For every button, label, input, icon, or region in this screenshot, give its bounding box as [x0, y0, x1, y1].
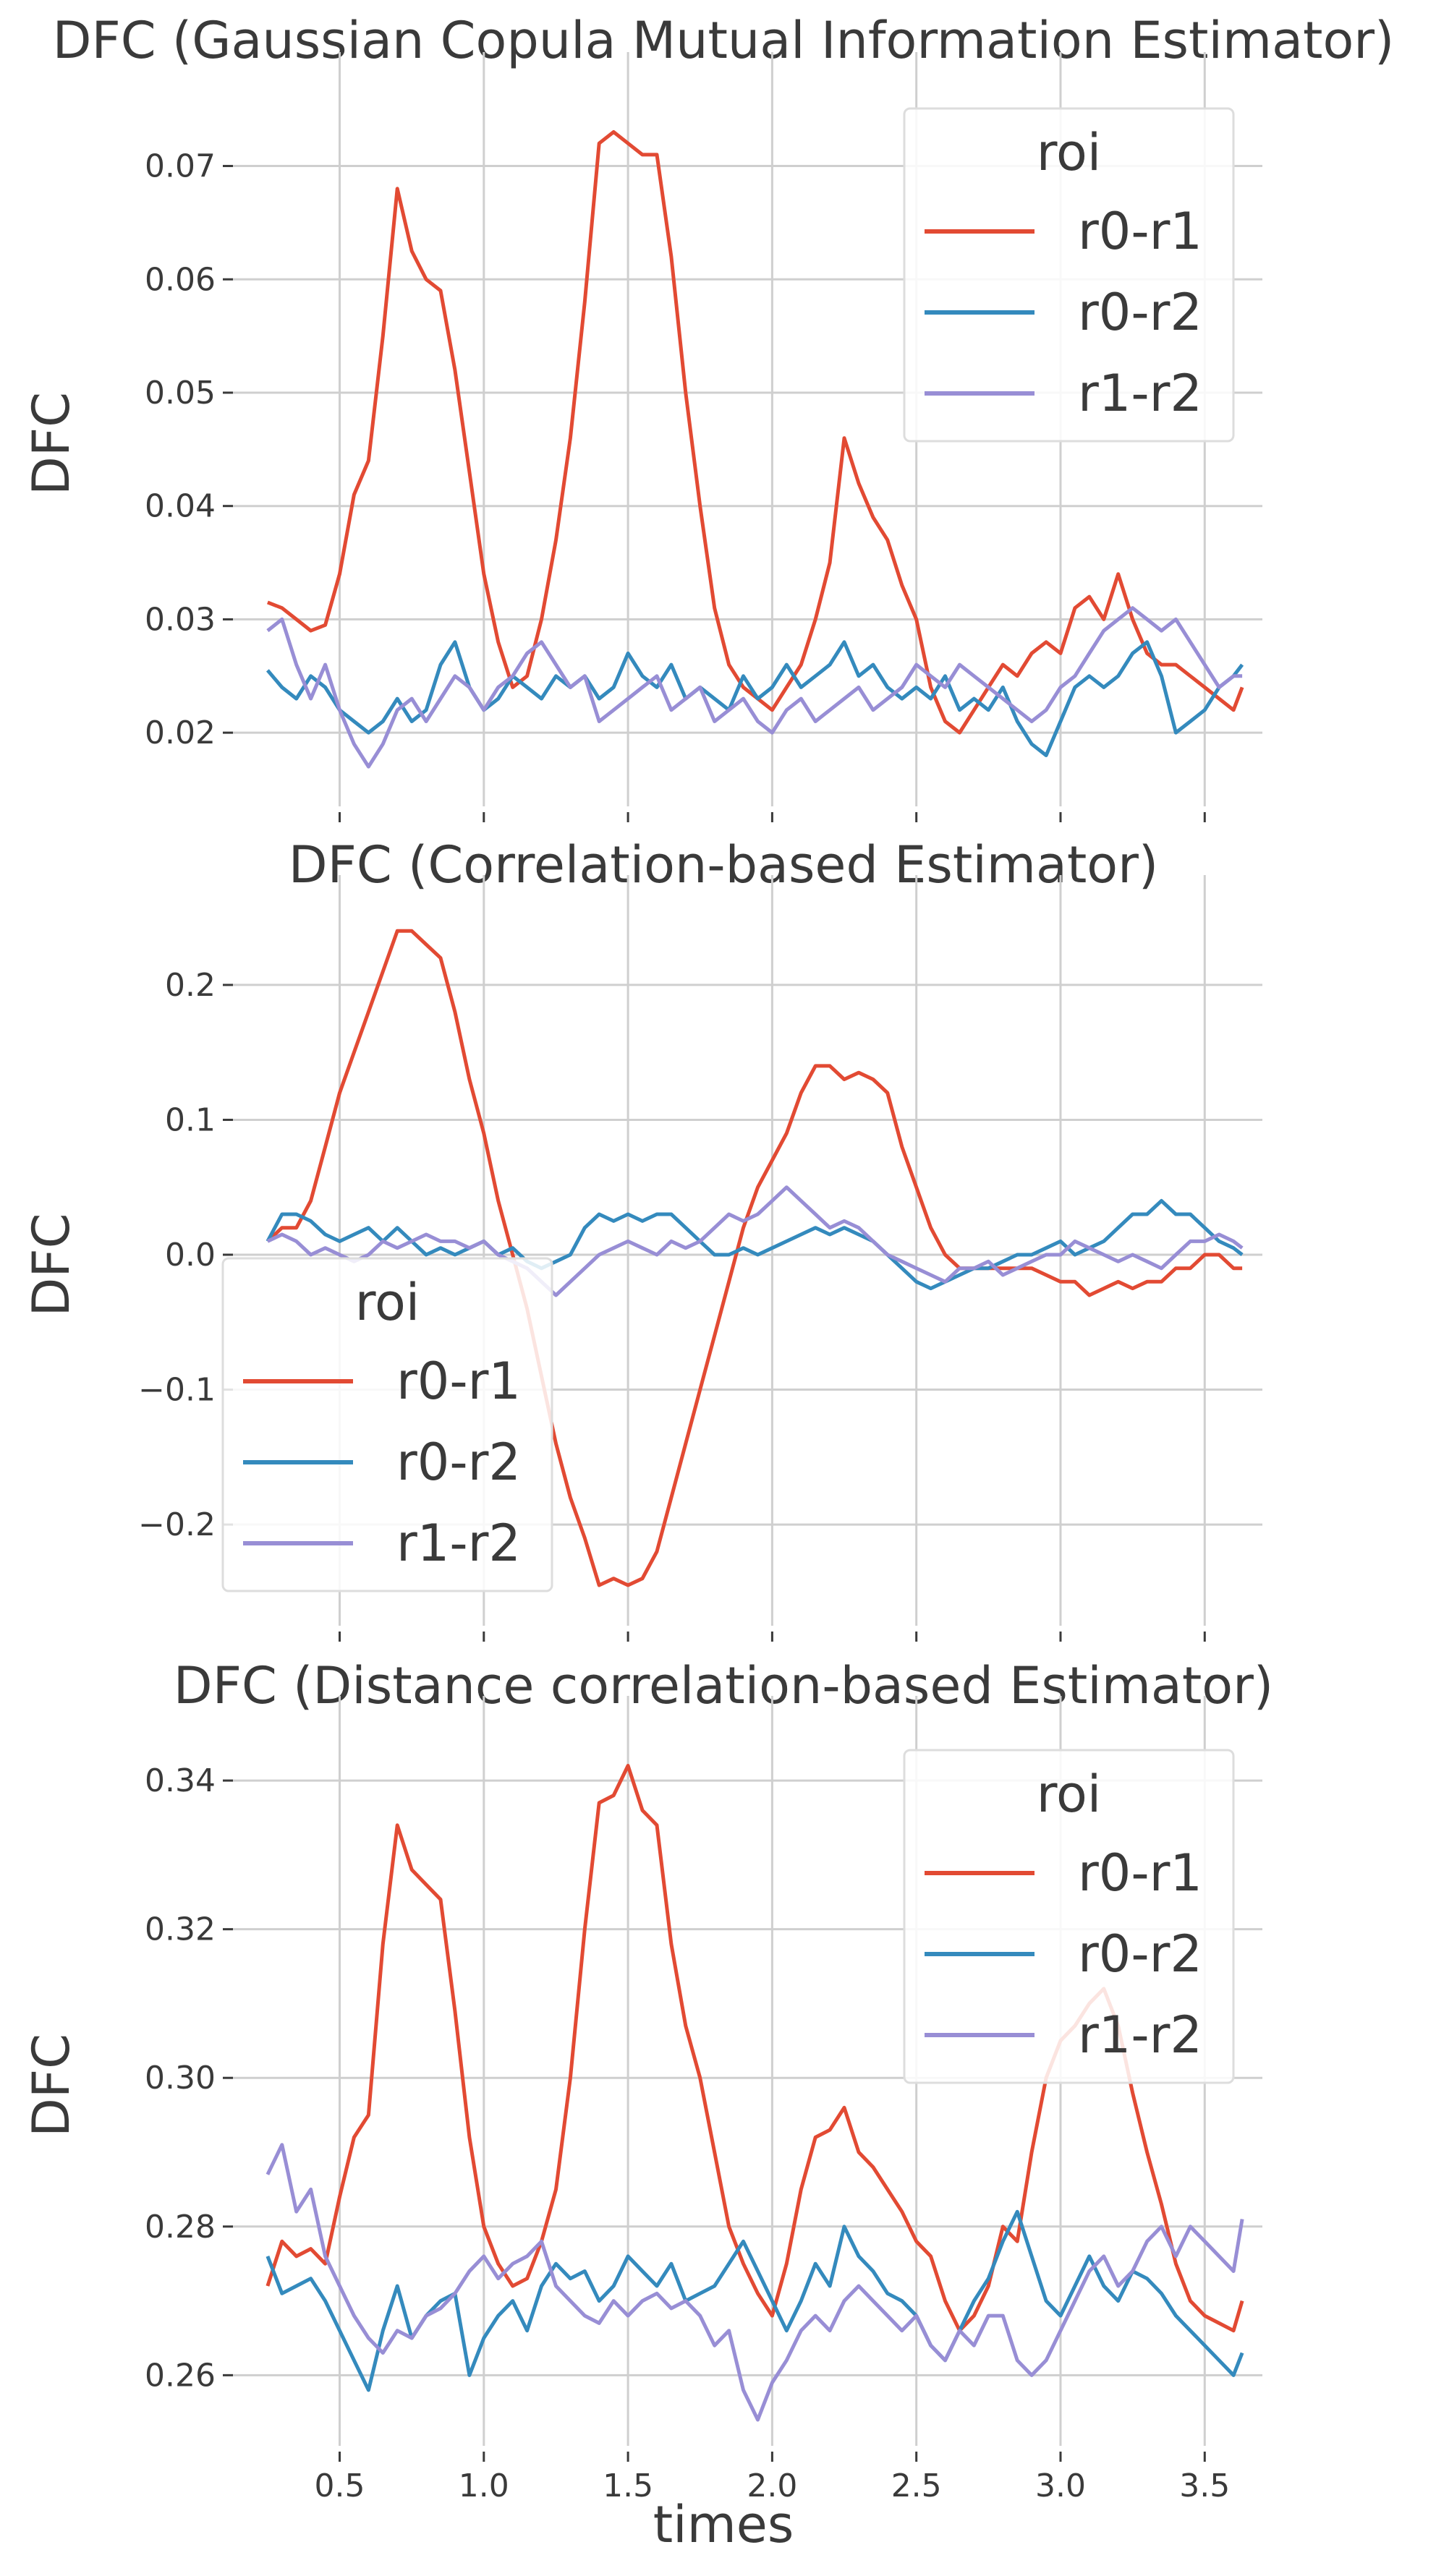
y-tick-label: 0.05	[145, 375, 216, 411]
legend-label: r0-r2	[1078, 1924, 1202, 1984]
series-line-r0-r2	[265, 2209, 1244, 2392]
y-axis-label: DFC	[22, 2034, 81, 2137]
legend-box	[221, 1257, 553, 1592]
y-tick-label: 0.02	[145, 715, 216, 751]
y-tick-label: 0.34	[145, 1762, 216, 1799]
legend-label: r1-r2	[1078, 364, 1202, 423]
legend-box	[903, 107, 1235, 443]
y-tick-label: 0.07	[145, 148, 216, 185]
x-tick-label: 3.0	[1035, 2468, 1086, 2504]
legend-label: r0-r2	[1078, 283, 1202, 342]
y-tick-label: 0.0	[165, 1237, 216, 1274]
series-line-r1-r2	[266, 1185, 1244, 1297]
y-tick-label: 0.28	[145, 2209, 216, 2246]
legend: roi r0-r1 r0-r2 r1-r2	[903, 1749, 1235, 2084]
legend-title: roi	[355, 1273, 420, 1332]
legend-label: r0-r1	[396, 1352, 521, 1411]
chart-panel-3: DFC (Distance correlation-based Estimato…	[22, 1656, 1273, 2554]
legend: roi r0-r1 r0-r2 r1-r2	[903, 107, 1235, 443]
chart-panel-1: DFC (Gaussian Copula Mutual Information …	[22, 11, 1394, 822]
y-axis-label: DFC	[22, 392, 81, 495]
x-tick-label: 2.5	[891, 2468, 942, 2504]
chart-title: DFC (Distance correlation-based Estimato…	[174, 1656, 1273, 1715]
y-tick-label: 0.2	[165, 967, 216, 1004]
y-tick-label: 0.32	[145, 1911, 216, 1948]
legend-label: r0-r1	[1078, 1843, 1202, 1903]
series-line-r0-r1	[266, 929, 1243, 1587]
y-tick-label: −0.1	[138, 1372, 216, 1409]
legend-box	[903, 1749, 1235, 2084]
x-tick-label: 1.0	[459, 2468, 509, 2504]
chart-title: DFC (Gaussian Copula Mutual Information …	[53, 11, 1395, 70]
chart-title: DFC (Correlation-based Estimator)	[289, 835, 1158, 895]
y-axis-label: DFC	[22, 1213, 81, 1316]
x-tick-label: 3.5	[1179, 2468, 1230, 2504]
x-tick-label: 1.5	[603, 2468, 653, 2504]
x-tick-label: 0.5	[315, 2468, 365, 2504]
y-tick-label: 0.30	[145, 2060, 216, 2097]
x-axis-label: times	[653, 2495, 794, 2554]
legend: roi r0-r1 r0-r2 r1-r2	[221, 1257, 553, 1592]
legend-label: r1-r2	[396, 1514, 521, 1573]
y-tick-label: −0.2	[138, 1506, 216, 1543]
series-line-r0-r2	[265, 1198, 1244, 1291]
x-tick-label: 2.0	[747, 2468, 797, 2504]
legend-title: roi	[1037, 1765, 1102, 1824]
legend-label: r0-r2	[396, 1433, 521, 1492]
legend-label: r1-r2	[1078, 2005, 1202, 2065]
y-tick-label: 0.04	[145, 488, 216, 525]
legend-label: r0-r1	[1078, 202, 1202, 261]
y-tick-label: 0.1	[165, 1101, 216, 1138]
series-line-r1-r2	[265, 2143, 1244, 2422]
legend-title: roi	[1037, 123, 1102, 182]
series-line-r0-r2	[265, 640, 1244, 757]
chart-panel-2: DFC (Correlation-based Estimator) −0.2 −0.…	[22, 835, 1262, 1642]
series-line-r1-r2	[266, 606, 1243, 769]
y-tick-label: 0.06	[145, 261, 216, 298]
y-tick-label: 0.26	[145, 2357, 216, 2394]
y-tick-label: 0.03	[145, 601, 216, 638]
